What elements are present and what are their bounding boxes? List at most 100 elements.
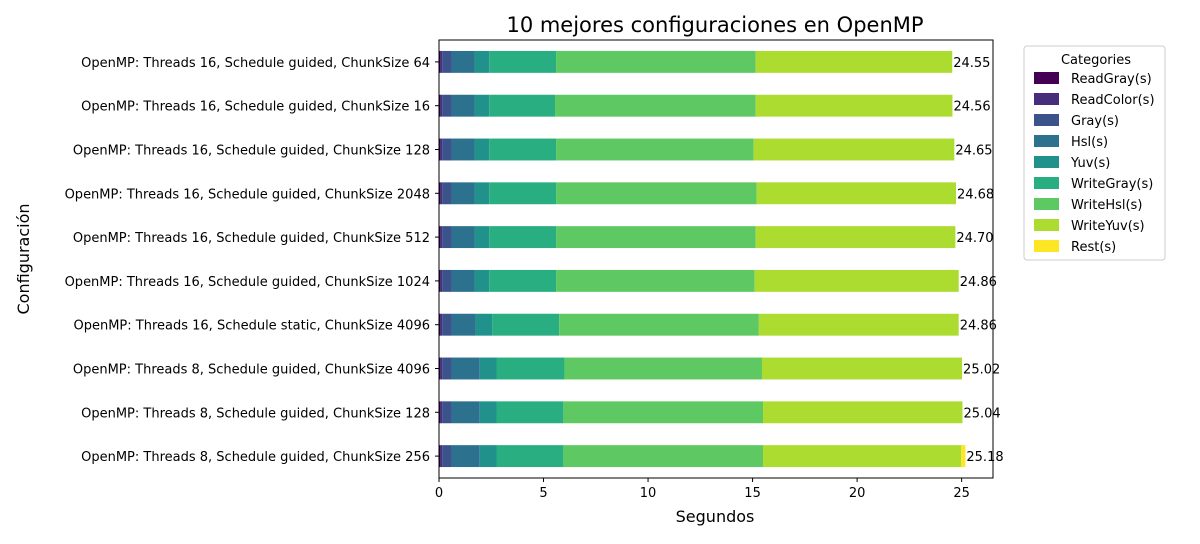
bar-segment <box>489 182 557 205</box>
bar-segment <box>451 138 475 161</box>
legend-entry-label: Rest(s) <box>1071 240 1116 255</box>
bar-segment <box>496 357 565 380</box>
bar-segment <box>440 269 443 292</box>
legend-swatch <box>1034 135 1059 147</box>
bar-total-label: 24.56 <box>953 100 990 115</box>
legend-swatch <box>1034 177 1059 189</box>
bar-segment <box>439 226 441 249</box>
x-tick-label: 10 <box>640 486 657 501</box>
bar-total-label: 24.65 <box>955 144 992 159</box>
bar-segment <box>474 182 490 205</box>
bar-segment <box>564 357 762 380</box>
bar-segment <box>754 269 959 292</box>
bar-segment <box>755 94 953 117</box>
bar-total-label: 24.86 <box>960 319 997 334</box>
y-tick-label: OpenMP: Threads 16, Schedule static, Chu… <box>73 319 430 334</box>
bar-segment <box>761 357 963 380</box>
bar-segment <box>559 313 759 336</box>
bar-segment <box>961 445 966 468</box>
bar-segment <box>496 445 564 468</box>
chart-title: 10 mejores configuraciones en OpenMP <box>506 13 923 37</box>
y-tick-label: OpenMP: Threads 16, Schedule guided, Chu… <box>65 275 430 290</box>
bar-segment <box>763 445 962 468</box>
bar-segment <box>474 269 490 292</box>
legend-swatch <box>1034 156 1059 168</box>
bar-segment <box>451 182 475 205</box>
bar-total-label: 24.86 <box>960 275 997 290</box>
bar-segment <box>555 94 756 117</box>
bar-segment <box>442 94 452 117</box>
bar-segment <box>439 445 441 468</box>
legend-swatch <box>1034 219 1059 231</box>
bar-segment <box>440 401 443 424</box>
bar-segment <box>475 313 493 336</box>
bar-segment <box>489 94 556 117</box>
legend-entry-label: Gray(s) <box>1071 114 1119 129</box>
bar-total-label: 24.70 <box>956 231 993 246</box>
legend-frame <box>1023 45 1166 261</box>
bar-segment <box>442 182 452 205</box>
bar-segment <box>440 445 443 468</box>
labels-layer: 24.55 OpenMP: Threads 16, Schedule guided… <box>65 56 1004 501</box>
y-tick-label: OpenMP: Threads 8, Schedule guided, Chun… <box>81 450 430 465</box>
bar-segment <box>763 401 963 424</box>
bar-segment <box>451 401 480 424</box>
bar-segment <box>489 269 557 292</box>
bar-segment <box>451 445 480 468</box>
bar-segment <box>442 445 452 468</box>
bar-segment <box>489 138 557 161</box>
bar-segment <box>442 401 452 424</box>
bar-segment <box>563 401 764 424</box>
y-tick-label: OpenMP: Threads 16, Schedule guided, Chu… <box>65 187 430 202</box>
bar-segment <box>442 357 452 380</box>
bar-segment <box>556 138 754 161</box>
bars-layer <box>439 50 966 468</box>
legend-entry-label: Yuv(s) <box>1070 156 1110 171</box>
legend-swatch <box>1034 198 1059 210</box>
bar-segment <box>442 226 452 249</box>
bar-segment <box>451 94 475 117</box>
bar-total-label: 24.68 <box>957 187 994 202</box>
legend-swatch <box>1034 114 1059 126</box>
y-tick-label: OpenMP: Threads 16, Schedule guided, Chu… <box>81 56 430 71</box>
y-tick-label: OpenMP: Threads 16, Schedule guided, Chu… <box>73 231 430 246</box>
bar-segment <box>440 357 443 380</box>
legend-title: Categories <box>1061 53 1131 68</box>
bar-segment <box>451 269 475 292</box>
x-tick-label: 20 <box>849 486 866 501</box>
bar-segment <box>474 50 490 73</box>
bar-segment <box>563 445 764 468</box>
legend-entry-label: WriteYuv(s) <box>1071 219 1145 234</box>
legend-swatch <box>1034 240 1059 252</box>
bar-segment <box>442 50 452 73</box>
bar-segment <box>440 313 443 336</box>
bar-segment <box>474 138 490 161</box>
bar-segment <box>492 313 560 336</box>
bar-segment <box>439 94 441 117</box>
bar-segment <box>440 50 443 73</box>
bar-segment <box>440 138 443 161</box>
bar-segment <box>451 50 475 73</box>
bar-segment <box>440 226 443 249</box>
bar-segment <box>556 226 756 249</box>
bar-segment <box>440 182 443 205</box>
bar-total-label: 25.02 <box>963 363 1000 378</box>
bar-segment <box>479 445 497 468</box>
bar-segment <box>753 138 955 161</box>
bar-segment <box>439 269 441 292</box>
bar-segment <box>451 226 475 249</box>
bar-segment <box>496 401 564 424</box>
bar-segment <box>439 182 441 205</box>
bar-segment <box>442 138 452 161</box>
bar-segment <box>758 313 959 336</box>
bar-segment <box>439 313 441 336</box>
bar-segment <box>479 401 497 424</box>
legend-entry-label: ReadGray(s) <box>1071 72 1152 87</box>
bar-segment <box>442 313 452 336</box>
legend-entry-label: Hsl(s) <box>1071 135 1108 150</box>
y-axis-label: Configuración <box>14 203 33 314</box>
y-tick-label: OpenMP: Threads 16, Schedule guided, Chu… <box>73 144 430 159</box>
legend: Categories ReadGray(s) ReadColor(s) Gray(s… <box>1023 45 1166 261</box>
x-tick-label: 5 <box>539 486 547 501</box>
